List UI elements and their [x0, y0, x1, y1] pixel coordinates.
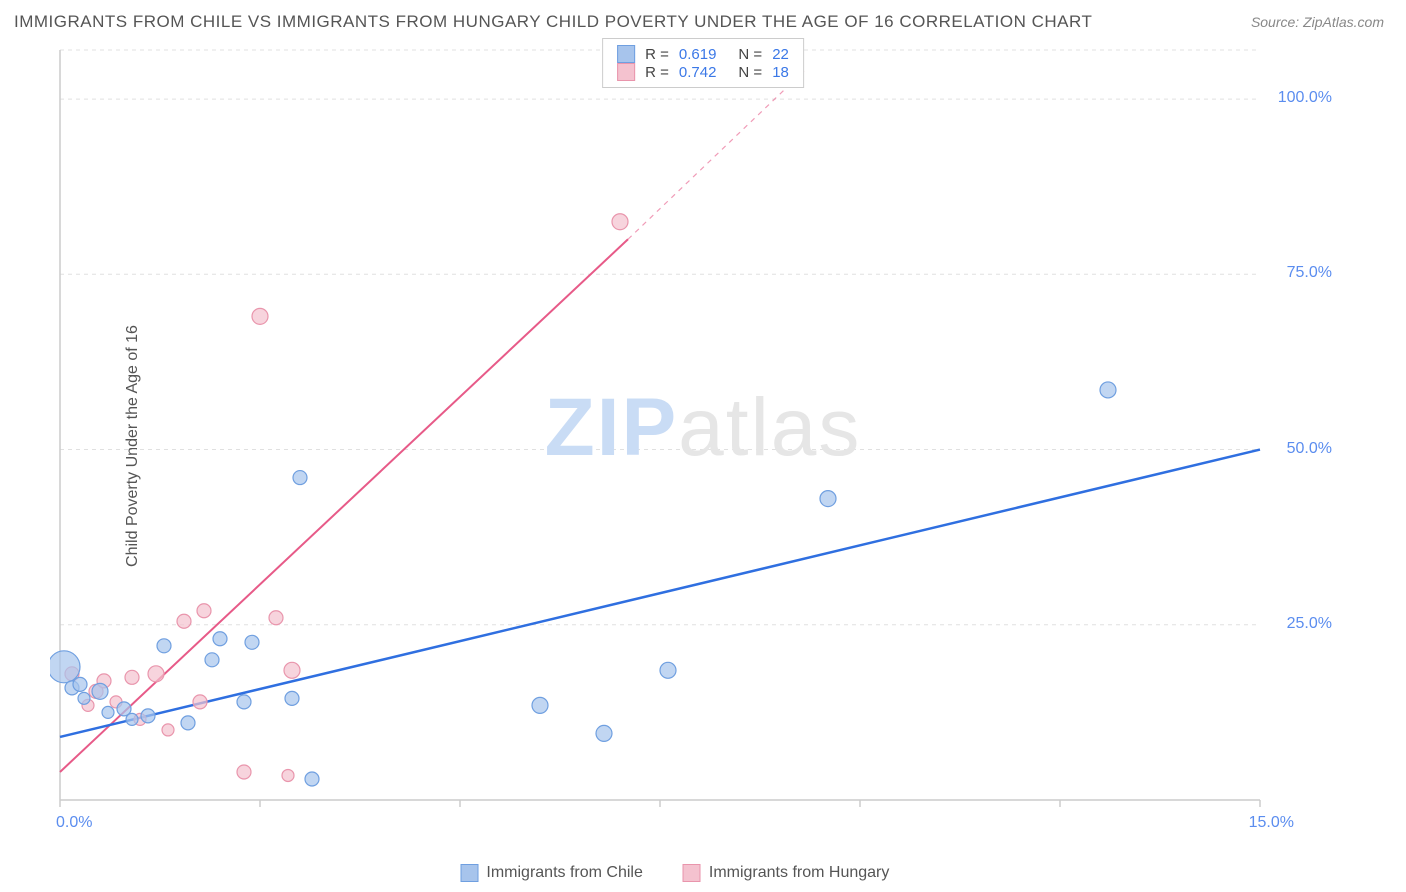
- axis-tick-label: 100.0%: [1278, 89, 1332, 107]
- source-attribution: Source: ZipAtlas.com: [1251, 14, 1384, 30]
- legend-item-chile: Immigrants from Chile: [460, 864, 642, 882]
- correlation-chart: [50, 40, 1340, 840]
- legend-swatch-chile: [460, 864, 478, 882]
- n-value-chile: 22: [772, 46, 789, 63]
- n-label: N =: [738, 46, 762, 63]
- axis-tick-label: 0.0%: [56, 814, 92, 832]
- r-label: R =: [645, 64, 669, 81]
- r-label: R =: [645, 46, 669, 63]
- axis-tick-label: 75.0%: [1287, 264, 1332, 282]
- legend-swatch-hungary: [617, 63, 635, 81]
- r-value-hungary: 0.742: [679, 64, 717, 81]
- legend-swatch-chile: [617, 45, 635, 63]
- axis-tick-label: 50.0%: [1287, 440, 1332, 458]
- legend-item-hungary: Immigrants from Hungary: [683, 864, 890, 882]
- r-value-chile: 0.619: [679, 46, 717, 63]
- axis-tick-label: 15.0%: [1249, 814, 1294, 832]
- legend-row-chile: R = 0.619 N = 22: [617, 45, 789, 63]
- n-label: N =: [738, 64, 762, 81]
- legend-label-chile: Immigrants from Chile: [486, 864, 642, 882]
- correlation-legend: R = 0.619 N = 22 R = 0.742 N = 18: [602, 38, 804, 88]
- chart-title: IMMIGRANTS FROM CHILE VS IMMIGRANTS FROM…: [14, 12, 1092, 32]
- legend-swatch-hungary: [683, 864, 701, 882]
- legend-label-hungary: Immigrants from Hungary: [709, 864, 890, 882]
- axis-tick-label: 25.0%: [1287, 615, 1332, 633]
- legend-row-hungary: R = 0.742 N = 18: [617, 63, 789, 81]
- series-legend: Immigrants from Chile Immigrants from Hu…: [460, 864, 889, 882]
- n-value-hungary: 18: [772, 64, 789, 81]
